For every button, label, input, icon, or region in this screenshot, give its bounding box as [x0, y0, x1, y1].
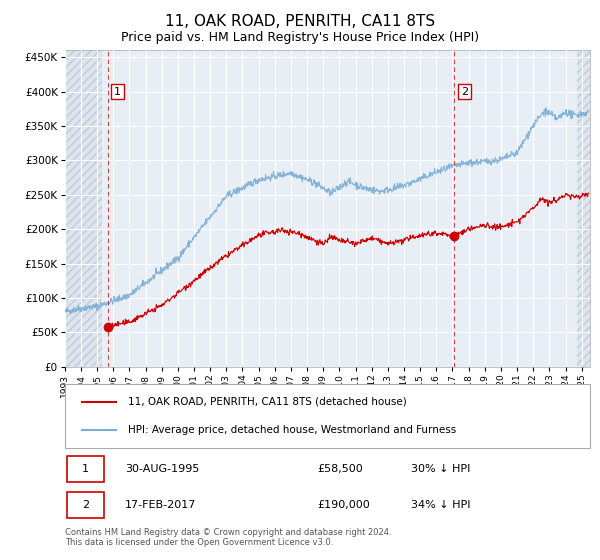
Text: 2: 2: [461, 87, 468, 97]
Text: 30-AUG-1995: 30-AUG-1995: [125, 464, 200, 474]
Text: 30% ↓ HPI: 30% ↓ HPI: [412, 464, 470, 474]
Text: 1: 1: [82, 464, 89, 474]
FancyBboxPatch shape: [67, 456, 104, 482]
Bar: [65, 50, 102, 367]
Text: 2: 2: [82, 500, 89, 510]
Text: HPI: Average price, detached house, Westmorland and Furness: HPI: Average price, detached house, West…: [128, 425, 456, 435]
Text: 17-FEB-2017: 17-FEB-2017: [125, 500, 197, 510]
Text: 1: 1: [114, 87, 121, 97]
Text: 34% ↓ HPI: 34% ↓ HPI: [412, 500, 471, 510]
FancyBboxPatch shape: [67, 492, 104, 518]
Text: Contains HM Land Registry data © Crown copyright and database right 2024.
This d: Contains HM Land Registry data © Crown c…: [65, 528, 391, 547]
Bar: [577, 50, 590, 367]
Text: Price paid vs. HM Land Registry's House Price Index (HPI): Price paid vs. HM Land Registry's House …: [121, 31, 479, 44]
Text: £190,000: £190,000: [317, 500, 370, 510]
Text: £58,500: £58,500: [317, 464, 362, 474]
Text: 11, OAK ROAD, PENRITH, CA11 8TS (detached house): 11, OAK ROAD, PENRITH, CA11 8TS (detache…: [128, 396, 407, 407]
Text: 11, OAK ROAD, PENRITH, CA11 8TS: 11, OAK ROAD, PENRITH, CA11 8TS: [165, 14, 435, 29]
